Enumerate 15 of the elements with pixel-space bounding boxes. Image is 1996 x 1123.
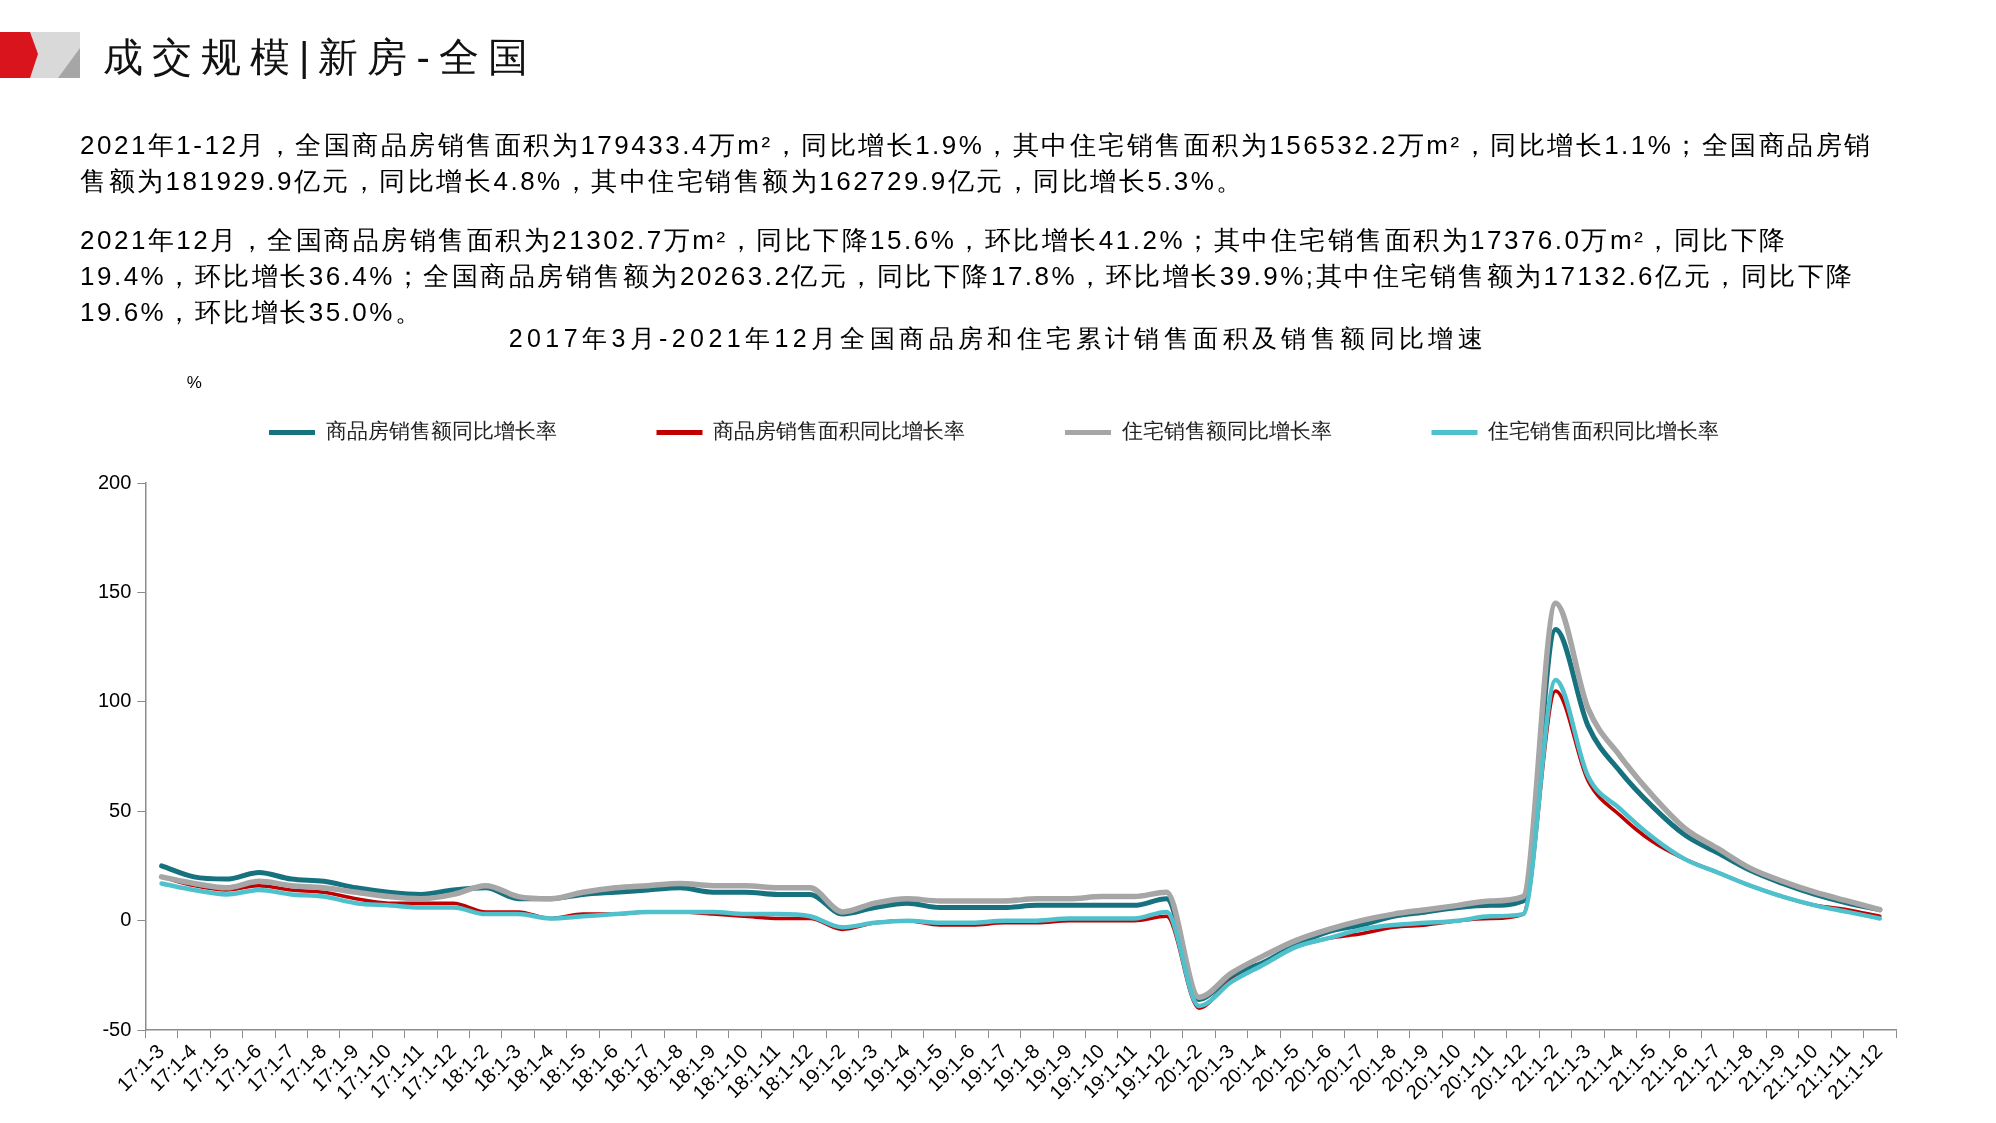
y-axis-title: %	[186, 373, 202, 393]
y-tick-label: 200	[97, 470, 132, 493]
y-tick-label: -50	[102, 1017, 132, 1040]
y-tick-label: 50	[109, 798, 132, 821]
chart-subtitle: 2017年3月-2021年12月全国商品房和住宅累计销售面积及销售额同比增速	[508, 324, 1488, 352]
y-tick-label: 150	[97, 579, 132, 602]
legend-label: 商品房销售面积同比增长率	[713, 419, 965, 443]
legend-label: 住宅销售面积同比增长率	[1487, 419, 1719, 443]
text: 2021年12月，全国商品房销售面积为21302.7万m²，同比下降15.6%，环比增长41.2%；其中住宅销售面积为17376.0万m²，同比下降19.4%，环比增长36.4%；全国商品房销售额为20263.2亿元，同比下降17.8%，环比增长39.9%;其中住宅销售额为17132.6亿元，同比下降19.6%，环比增长35.0%。	[80, 225, 1855, 327]
chart-title: 成交规模|新房-全国	[103, 34, 537, 81]
legend-label: 商品房销售额同比增长率	[325, 419, 557, 443]
legend-label: 住宅销售额同比增长率	[1120, 419, 1332, 443]
y-tick-label: 100	[97, 689, 132, 712]
y-tick-label: 0	[120, 908, 132, 931]
text: 2021年1-12月，全国商品房销售面积为179433.4万m²，同比增长1.9%，其中住宅销售面积为156532.2万m²，同比增长1.1%；全国商品房销售额为181929.9亿元，同比增长4.8%，其中住宅销售额为162729.9亿元，同比增长5.3%。	[80, 129, 1874, 198]
